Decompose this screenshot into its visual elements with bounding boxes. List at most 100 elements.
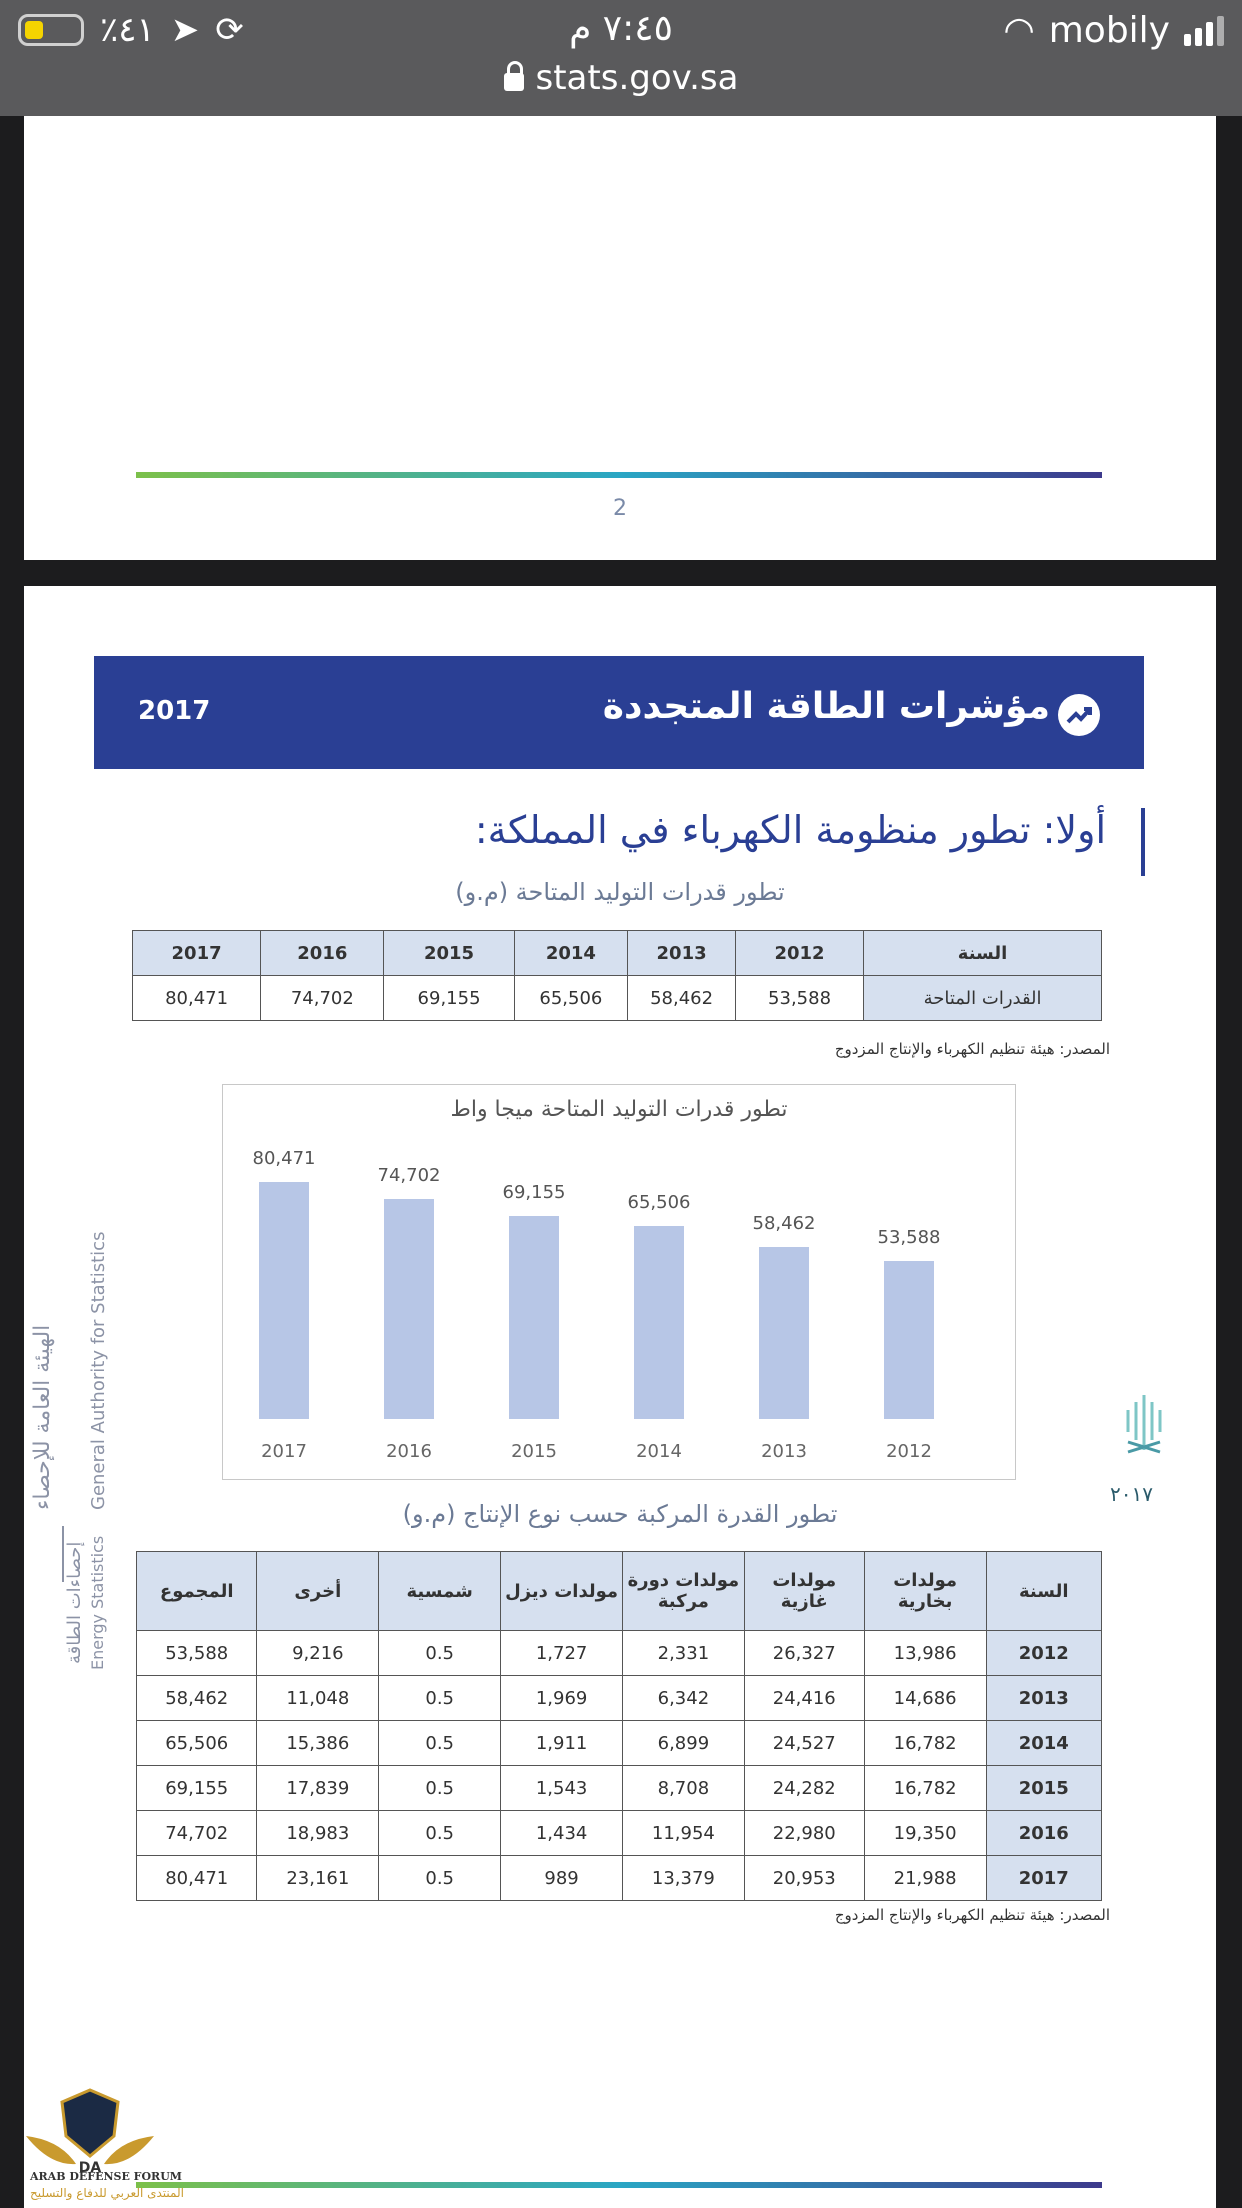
table-cell: 69,155 xyxy=(137,1766,257,1811)
table-header-cell: السنة xyxy=(986,1552,1101,1631)
chart-x-tick-label: 2016 xyxy=(359,1441,459,1462)
chart-title: تطور قدرات التوليد المتاحة ميجا واط xyxy=(223,1097,1015,1122)
banner-title: مؤشرات الطاقة المتجددة xyxy=(603,686,1050,727)
table-cell: 2017 xyxy=(133,931,261,976)
table-cell: 9,216 xyxy=(257,1631,379,1676)
table-cell: 24,282 xyxy=(744,1766,864,1811)
table-cell: 53,588 xyxy=(137,1631,257,1676)
table-cell: 2,331 xyxy=(622,1631,744,1676)
table-cell: 65,506 xyxy=(137,1721,257,1766)
table-header-cell: شمسية xyxy=(379,1552,501,1631)
table-cell: 22,980 xyxy=(744,1811,864,1856)
table-cell: 19,350 xyxy=(864,1811,986,1856)
wifi-icon: ◠ xyxy=(1003,10,1034,51)
table-cell: 0.5 xyxy=(379,1721,501,1766)
table-cell: 1,911 xyxy=(501,1721,623,1766)
table-header-row: المجموع أخرى شمسية مولدات ديزل مولدات دورة م… xyxy=(137,1552,1102,1631)
table-header-cell: مولدات دورة مركبة xyxy=(622,1552,744,1631)
chart-x-tick-label: 2014 xyxy=(609,1441,709,1462)
table-header-cell: المجموع xyxy=(137,1552,257,1631)
table-cell: 2017 xyxy=(986,1856,1101,1901)
forum-name-en: ARAB DEFENSE FORUM xyxy=(30,2170,182,2183)
table-cell: 58,462 xyxy=(628,976,736,1021)
chart-x-tick-label: 2017 xyxy=(234,1441,334,1462)
table-cell: 1,434 xyxy=(501,1811,623,1856)
table-cell: 2015 xyxy=(986,1766,1101,1811)
address-bar[interactable]: stats.gov.sa xyxy=(0,58,1242,98)
table-cell: 17,839 xyxy=(257,1766,379,1811)
table-cell: 74,702 xyxy=(137,1811,257,1856)
installed-capacity-table: المجموع أخرى شمسية مولدات ديزل مولدات دورة م… xyxy=(136,1551,1102,1901)
header-banner: مؤشرات الطاقة المتجددة 2017 xyxy=(94,656,1144,769)
table-cell: 0.5 xyxy=(379,1631,501,1676)
chart-data-label: 80,471 xyxy=(234,1148,334,1169)
url-text[interactable]: stats.gov.sa xyxy=(536,58,739,98)
table-cell: القدرات المتاحة xyxy=(864,976,1102,1021)
chart-data-label: 69,155 xyxy=(484,1182,584,1203)
table-header-cell: مولدات بخارية xyxy=(864,1552,986,1631)
table-cell: 0.5 xyxy=(379,1676,501,1721)
table-cell: 1,543 xyxy=(501,1766,623,1811)
chart-bar-2012 xyxy=(884,1261,934,1419)
table-cell: 0.5 xyxy=(379,1856,501,1901)
authority-name-ar: الهيئة العامة للإحصاء xyxy=(30,1325,55,1510)
table-row: 65,506 15,386 0.5 1,911 6,899 24,527 16,782 201… xyxy=(137,1721,1102,1766)
table-cell: 80,471 xyxy=(133,976,261,1021)
table-cell: 20,953 xyxy=(744,1856,864,1901)
chart-data-label: 74,702 xyxy=(359,1165,459,1186)
carrier-name: mobily xyxy=(1049,10,1170,51)
table-cell: السنة xyxy=(864,931,1102,976)
table-cell: 15,386 xyxy=(257,1721,379,1766)
table2-caption: تطور القدرة المركبة حسب نوع الإنتاج (م.و… xyxy=(24,1500,1216,1528)
table-cell: 2015 xyxy=(384,931,514,976)
chart-bar-2016 xyxy=(384,1199,434,1419)
table-cell: 2013 xyxy=(628,931,736,976)
table-header-cell: مولدات ديزل xyxy=(501,1552,623,1631)
table-row: 69,155 17,839 0.5 1,543 8,708 24,282 16,782 201… xyxy=(137,1766,1102,1811)
chart-data-label: 53,588 xyxy=(859,1227,959,1248)
status-right: ◠ mobily xyxy=(1003,10,1224,51)
table-cell: 8,708 xyxy=(622,1766,744,1811)
chart-x-tick-label: 2012 xyxy=(859,1441,959,1462)
table-cell: 24,527 xyxy=(744,1721,864,1766)
table-row: 80,471 74,702 69,155 65,506 58,462 53,58… xyxy=(133,976,1102,1021)
bar-chart: تطور قدرات التوليد المتاحة ميجا واط 80,4… xyxy=(222,1084,1016,1480)
table-cell: 16,782 xyxy=(864,1766,986,1811)
table-cell: 0.5 xyxy=(379,1766,501,1811)
table-cell: 13,379 xyxy=(622,1856,744,1901)
table-cell: 0.5 xyxy=(379,1811,501,1856)
chart-x-tick-label: 2013 xyxy=(734,1441,834,1462)
table-cell: 21,988 xyxy=(864,1856,986,1901)
table-row: 80,471 23,161 0.5 989 13,379 20,953 21,988 2017 xyxy=(137,1856,1102,1901)
table-cell: 58,462 xyxy=(137,1676,257,1721)
table-cell: 65,506 xyxy=(514,976,628,1021)
source-note: المصدر: هيئة تنظيم الكهرباء والإنتاج الم… xyxy=(835,1906,1110,1924)
section-title: أولا: تطور منظومة الكهرباء في المملكة: xyxy=(475,808,1106,852)
table-cell: 1,727 xyxy=(501,1631,623,1676)
table-header-cell: مولدات غازية xyxy=(744,1552,864,1631)
vision-year: ٢٠١٧ xyxy=(1110,1482,1153,1506)
table-cell: 23,161 xyxy=(257,1856,379,1901)
table-cell: 69,155 xyxy=(384,976,514,1021)
table-cell: 2014 xyxy=(986,1721,1101,1766)
status-bar: ٪٤١ ➤ ⟳ ٧:٤٥ م ◠ mobily stats.gov.sa xyxy=(0,0,1242,116)
table-cell: 2013 xyxy=(986,1676,1101,1721)
footer-gradient-line xyxy=(136,472,1102,478)
table-cell: 989 xyxy=(501,1856,623,1901)
table-cell: 2012 xyxy=(986,1631,1101,1676)
source-note: المصدر: هيئة تنظيم الكهرباء والإنتاج الم… xyxy=(835,1040,1110,1058)
forum-name-ar: المنتدى العربي للدفاع والتسليح xyxy=(30,2186,184,2200)
table-cell: 13,986 xyxy=(864,1631,986,1676)
table-cell: 11,048 xyxy=(257,1676,379,1721)
table-cell: 18,983 xyxy=(257,1811,379,1856)
table-cell: 53,588 xyxy=(735,976,863,1021)
footer-gradient-line xyxy=(136,2182,1102,2188)
table-cell: 2016 xyxy=(986,1811,1101,1856)
banner-year: 2017 xyxy=(138,696,210,726)
table-header-row: 2017 2016 2015 2014 2013 2012 السنة xyxy=(133,931,1102,976)
chart-bar-2015 xyxy=(509,1216,559,1419)
table-cell: 80,471 xyxy=(137,1856,257,1901)
table-cell: 26,327 xyxy=(744,1631,864,1676)
trend-up-icon xyxy=(1058,694,1100,736)
pdf-page-previous: 2 xyxy=(24,116,1216,560)
